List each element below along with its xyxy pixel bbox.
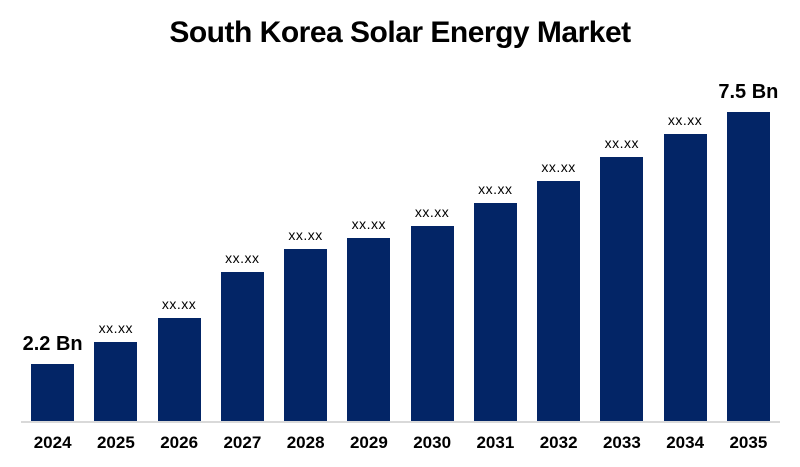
bar-value-label-2033: xx.xx bbox=[604, 135, 640, 151]
x-tick-label-2026: 2026 bbox=[160, 433, 199, 452]
bar-column-2033: xx.xx bbox=[590, 0, 653, 421]
x-tick-label-2032: 2032 bbox=[539, 433, 578, 452]
bar-column-2032: xx.xx bbox=[527, 0, 590, 421]
bar-column-2030: xx.xx bbox=[401, 0, 464, 421]
bar-2029 bbox=[347, 238, 391, 421]
x-tick-label-2024: 2024 bbox=[33, 433, 72, 452]
bar-2032 bbox=[537, 181, 581, 421]
x-axis-line bbox=[21, 421, 780, 423]
x-tick-label-2031: 2031 bbox=[476, 433, 515, 452]
bar-value-label-2027: xx.xx bbox=[225, 250, 260, 266]
x-tick-label-2034: 2034 bbox=[666, 433, 705, 452]
bar-2025 bbox=[94, 342, 138, 421]
bar-value-label-2026: xx.xx bbox=[161, 296, 197, 312]
x-tick-label-2027: 2027 bbox=[223, 433, 262, 452]
bar-column-2031: xx.xx bbox=[464, 0, 527, 421]
bar-value-label-2029: xx.xx bbox=[351, 216, 387, 232]
bar-value-label-2031: xx.xx bbox=[478, 181, 513, 197]
bar-2033 bbox=[600, 157, 644, 421]
bar-value-label-2028: xx.xx bbox=[288, 227, 323, 243]
bar-column-2034: xx.xx bbox=[654, 0, 717, 421]
bar-2027 bbox=[220, 272, 264, 421]
x-tick-label-2028: 2028 bbox=[286, 433, 325, 452]
x-tick-label-2035: 2035 bbox=[729, 433, 768, 452]
bar-column-2028: xx.xx bbox=[274, 0, 337, 421]
bar-column-2027: xx.xx bbox=[211, 0, 274, 421]
x-axis-labels: 2024 2025 2026 2027 2028 2029 2030 2031 2032 2033… bbox=[21, 433, 780, 453]
bar-column-2024: 2.2 Bn bbox=[21, 0, 84, 421]
bar-2026 bbox=[157, 318, 201, 421]
bar-column-2026: xx.xx bbox=[148, 0, 211, 421]
bar-2030 bbox=[410, 226, 454, 421]
plot-area: 2.2 Bn xx.xx xx.xx xx.xx xx.xx xx.xx xx.xx xx.x… bbox=[21, 0, 780, 421]
bar-2034 bbox=[663, 134, 707, 421]
bar-2031 bbox=[473, 203, 517, 421]
chart-title: South Korea Solar Energy Market bbox=[169, 16, 631, 49]
bar-value-label-2035: 7.5 Bn bbox=[718, 81, 779, 103]
bar-value-label-2030: xx.xx bbox=[414, 204, 450, 220]
x-tick-label-2025: 2025 bbox=[96, 433, 135, 452]
bar-2028 bbox=[284, 249, 328, 421]
bar-column-2025: xx.xx bbox=[84, 0, 147, 421]
x-tick-label-2029: 2029 bbox=[349, 433, 388, 452]
bar-column-2035: 7.5 Bn bbox=[717, 0, 780, 421]
bar-2024 bbox=[31, 364, 75, 421]
bar-2035 bbox=[726, 112, 770, 421]
bar-value-label-2024: 2.2 Bn bbox=[22, 333, 83, 355]
bar-value-label-2034: xx.xx bbox=[667, 112, 703, 128]
x-tick-label-2030: 2030 bbox=[413, 433, 452, 452]
bar-value-label-2025: xx.xx bbox=[98, 320, 134, 336]
bar-column-2029: xx.xx bbox=[337, 0, 400, 421]
x-tick-label-2033: 2033 bbox=[602, 433, 641, 452]
bar-value-label-2032: xx.xx bbox=[541, 159, 576, 175]
